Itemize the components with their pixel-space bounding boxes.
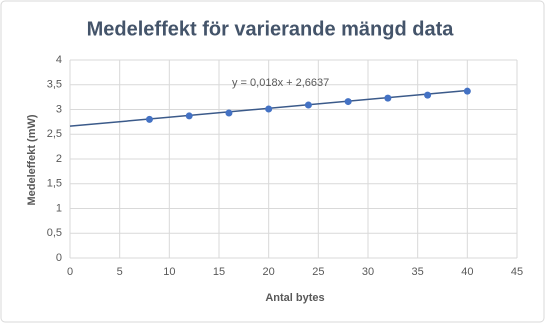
point <box>225 109 233 117</box>
point <box>145 115 153 123</box>
y-axis-label: Medeleffekt (mW) <box>26 114 38 205</box>
y-tick-label: 3,5 <box>47 79 62 91</box>
point <box>424 91 432 99</box>
x-tick-label: 30 <box>362 266 374 278</box>
y-tick-label: 0 <box>56 252 62 264</box>
chart-title: Medeleffekt för varierande mängd data <box>87 18 455 40</box>
x-tick-label: 0 <box>67 266 73 278</box>
x-tick-label: 40 <box>461 266 473 278</box>
x-tick-label: 25 <box>312 266 324 278</box>
point <box>344 98 352 106</box>
x-tick-label: 20 <box>263 266 275 278</box>
x-tick-label: 35 <box>412 266 424 278</box>
y-tick-label: 2 <box>56 153 62 165</box>
x-tick-label: 15 <box>213 266 225 278</box>
point <box>384 94 392 102</box>
y-tick-label: 2,5 <box>47 128 62 140</box>
x-tick-label: 45 <box>511 266 523 278</box>
y-tick-label: 1,5 <box>47 178 62 190</box>
point <box>265 105 273 113</box>
y-tick-label: 1 <box>56 202 62 214</box>
y-tick-label: 4 <box>56 54 62 66</box>
point <box>463 87 471 95</box>
point <box>185 112 193 120</box>
x-axis-label: Antal bytes <box>265 292 324 304</box>
point <box>304 101 312 109</box>
y-tick-label: 3 <box>56 103 62 115</box>
trendline-label: y = 0,018x + 2,6637 <box>232 77 329 89</box>
y-tick-label: 0,5 <box>47 227 62 239</box>
x-tick-label: 10 <box>163 266 175 278</box>
x-tick-label: 5 <box>117 266 123 278</box>
